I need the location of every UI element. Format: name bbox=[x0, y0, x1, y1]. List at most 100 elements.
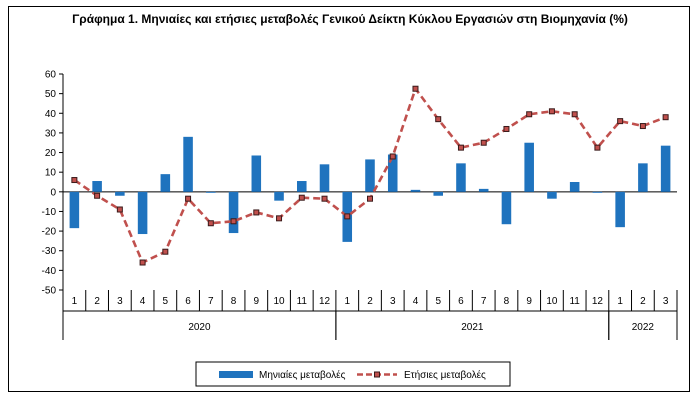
y-tick-label: 60 bbox=[45, 70, 57, 81]
x-tick-label: 2 bbox=[94, 296, 100, 307]
line-point bbox=[367, 195, 373, 202]
x-year-label: 2021 bbox=[461, 322, 484, 333]
line-point bbox=[230, 218, 237, 225]
y-tick-label: 10 bbox=[45, 168, 57, 179]
legend-bar-swatch bbox=[219, 371, 253, 378]
line-point bbox=[594, 144, 601, 151]
x-tick-label: 1 bbox=[72, 296, 78, 307]
bar bbox=[387, 154, 398, 192]
line-point bbox=[344, 213, 351, 220]
chart-frame bbox=[8, 6, 690, 392]
line-point bbox=[71, 177, 78, 184]
bar bbox=[137, 191, 148, 235]
y-tick-label: -50 bbox=[42, 286, 57, 297]
line-point bbox=[94, 192, 101, 199]
legend-line-marker bbox=[374, 371, 380, 378]
x-tick-label: 8 bbox=[231, 296, 237, 307]
line-point bbox=[185, 195, 192, 202]
x-tick-label: 1 bbox=[344, 296, 350, 307]
y-tick-label: 30 bbox=[45, 128, 57, 139]
line-point bbox=[321, 195, 328, 202]
line-point bbox=[435, 116, 442, 123]
line-series bbox=[71, 85, 669, 266]
line-point bbox=[662, 114, 669, 121]
line-point bbox=[276, 215, 283, 222]
x-tick-label: 10 bbox=[273, 296, 285, 307]
y-tick-label: 20 bbox=[45, 148, 57, 159]
y-tick-label: -20 bbox=[42, 227, 57, 238]
line-point bbox=[253, 209, 260, 216]
x-tick-label: 1 bbox=[617, 296, 623, 307]
x-tick-label: 4 bbox=[140, 296, 146, 307]
line-point bbox=[639, 123, 646, 130]
bar bbox=[569, 182, 580, 192]
line-point bbox=[207, 220, 214, 227]
bar bbox=[660, 145, 671, 192]
line-point bbox=[457, 144, 464, 151]
legend-label-annual: Ετήσιες μεταβολές bbox=[404, 369, 486, 381]
bar bbox=[251, 155, 262, 192]
legend-label-monthly: Μηνιαίες μεταβολές bbox=[259, 369, 346, 381]
bar bbox=[297, 181, 307, 192]
bar bbox=[160, 174, 171, 192]
y-tick-label: 50 bbox=[45, 89, 57, 100]
bar bbox=[638, 163, 648, 192]
line-point bbox=[116, 206, 123, 213]
x-tick-label: 2 bbox=[367, 296, 373, 307]
x-tick-label: 7 bbox=[208, 296, 214, 307]
x-tick-label: 4 bbox=[413, 296, 419, 307]
bar bbox=[547, 191, 557, 199]
line-point bbox=[389, 153, 396, 160]
bar-series bbox=[69, 136, 671, 242]
x-tick-label: 12 bbox=[592, 296, 604, 307]
x-tick-label: 6 bbox=[185, 296, 191, 307]
x-tick-label: 5 bbox=[435, 296, 441, 307]
line-point bbox=[412, 85, 419, 92]
y-tick-label: 0 bbox=[50, 187, 56, 198]
line-point bbox=[503, 125, 510, 132]
bar bbox=[228, 191, 239, 234]
line-point bbox=[298, 194, 305, 201]
x-tick-label: 6 bbox=[458, 296, 464, 307]
x-tick-label: 3 bbox=[117, 296, 123, 307]
x-year-label: 2022 bbox=[632, 322, 655, 333]
x-tick-label: 2 bbox=[640, 296, 646, 307]
y-tick-label: 40 bbox=[45, 109, 57, 120]
bar bbox=[115, 191, 125, 196]
x-tick-label: 5 bbox=[163, 296, 169, 307]
bar bbox=[410, 189, 421, 192]
bar bbox=[433, 191, 443, 196]
line-point bbox=[162, 248, 169, 255]
x-tick-label: 10 bbox=[546, 296, 558, 307]
y-tick-label: -10 bbox=[42, 207, 57, 218]
x-tick-label: 8 bbox=[504, 296, 510, 307]
line-point bbox=[571, 111, 578, 118]
bar bbox=[274, 191, 284, 201]
x-tick-label: 9 bbox=[526, 296, 532, 307]
bar bbox=[592, 191, 603, 193]
bar bbox=[69, 191, 80, 229]
line-point bbox=[139, 259, 146, 266]
x-tick-label: 9 bbox=[254, 296, 260, 307]
bar bbox=[456, 163, 466, 192]
x-tick-label: 12 bbox=[319, 296, 331, 307]
line-point bbox=[617, 118, 624, 125]
line-point bbox=[526, 111, 533, 118]
chart-title: Γράφημα 1. Μηνιαίες και ετήσιες μεταβολέ… bbox=[72, 12, 628, 26]
x-tick-label: 11 bbox=[297, 296, 308, 307]
bar bbox=[319, 164, 330, 192]
bar bbox=[206, 191, 216, 193]
x-tick-label: 3 bbox=[663, 296, 669, 307]
bar bbox=[365, 159, 375, 192]
y-axis: 60 50 40 30 20 10 0 -10 -20 -30 -40 -50 bbox=[42, 70, 677, 297]
bar bbox=[524, 142, 534, 192]
line-point bbox=[548, 108, 555, 115]
x-tick-label: 7 bbox=[481, 296, 487, 307]
bar bbox=[501, 191, 512, 225]
bar bbox=[615, 191, 625, 228]
y-tick-label: -30 bbox=[42, 246, 57, 257]
x-year-label: 2020 bbox=[188, 322, 211, 333]
bar bbox=[92, 181, 102, 192]
